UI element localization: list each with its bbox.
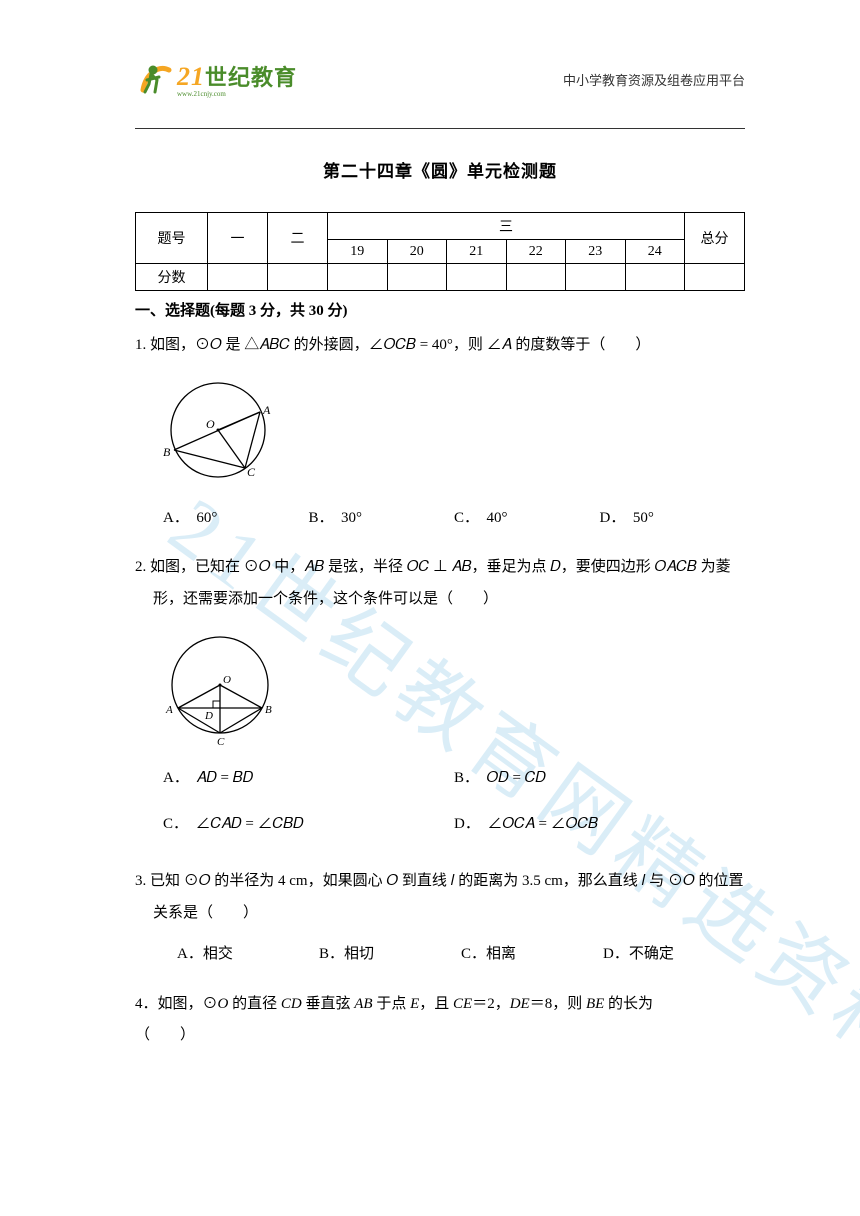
q1-option-d: D． 50° (600, 503, 746, 535)
table-cell (268, 264, 328, 291)
table-cell (208, 264, 268, 291)
logo-icon (135, 60, 173, 98)
q3-option-c: C．相离 (461, 939, 603, 971)
q2-option-b: B． 𝑂𝐷 = 𝐶𝐷 (454, 763, 745, 795)
q3-option-b: B．相切 (319, 939, 461, 971)
q3-text: 3. 已知 ⊙𝑂 的半径为 4 cm，如果圆心 𝑂 到直线 𝑙 的距离为 3.5… (135, 866, 745, 929)
table-cell (625, 264, 685, 291)
q2-option-c: C． ∠𝐶𝐴𝐷 = ∠𝐶𝐵𝐷 (163, 809, 454, 841)
table-col-2: 二 (268, 213, 328, 264)
q1-option-a: A． 60° (163, 503, 309, 535)
q3-option-a: A．相交 (177, 939, 319, 971)
q1-text: 1. 如图，⊙𝑂 是 △𝐴𝐵𝐶 的外接圆，∠𝑂𝐶𝐵 = 40°，则 ∠𝐴 的度数… (135, 330, 745, 362)
svg-text:A: A (165, 704, 173, 716)
table-sub-23: 23 (566, 240, 626, 264)
table-cell (328, 264, 388, 291)
table-col-3: 三 (328, 213, 685, 240)
question-1: 1. 如图，⊙𝑂 是 △𝐴𝐵𝐶 的外接圆，∠𝑂𝐶𝐵 = 40°，则 ∠𝐴 的度数… (135, 330, 745, 534)
q1-option-b: B． 30° (309, 503, 455, 535)
page-title: 第二十四章《圆》单元检测题 (135, 157, 745, 182)
table-sub-20: 20 (387, 240, 447, 264)
q2-option-a: A． 𝐴𝐷 = 𝐵𝐷 (163, 763, 454, 795)
score-table: 题号 一 二 三 总分 19 20 21 22 23 24 分数 (135, 212, 745, 291)
table-col-total: 总分 (685, 213, 745, 264)
logo-text: 21世纪教育 (177, 65, 297, 90)
svg-text:O: O (206, 417, 215, 431)
table-sub-19: 19 (328, 240, 388, 264)
svg-text:B: B (265, 704, 272, 716)
table-sub-22: 22 (506, 240, 566, 264)
q2-text: 2. 如图，已知在 ⊙𝑂 中，𝐴𝐵 是弦，半径 𝑂𝐶 ⊥ 𝐴𝐵，垂足为点 𝐷，要… (135, 552, 745, 615)
q4-text: 4．如图，⊙O 的直径 CD 垂直弦 AB 于点 E，且 CE＝2，DE＝8，则… (135, 989, 745, 1021)
question-3: 3. 已知 ⊙𝑂 的半径为 4 cm，如果圆心 𝑂 到直线 𝑙 的距离为 3.5… (135, 866, 745, 971)
q1-figure: O A B C (163, 380, 745, 485)
header-right-text: 中小学教育资源及组卷应用平台 (563, 70, 745, 89)
table-header-label: 题号 (136, 213, 208, 264)
table-col-1: 一 (208, 213, 268, 264)
q2-options: A． 𝐴𝐷 = 𝐵𝐷 B． 𝑂𝐷 = 𝐶𝐷 C． ∠𝐶𝐴𝐷 = ∠𝐶𝐵𝐷 D． … (163, 763, 745, 840)
q1-option-c: C． 40° (454, 503, 600, 535)
table-cell (506, 264, 566, 291)
question-2: 2. 如图，已知在 ⊙𝑂 中，𝐴𝐵 是弦，半径 𝑂𝐶 ⊥ 𝐴𝐵，垂足为点 𝐷，要… (135, 552, 745, 840)
table-cell (566, 264, 626, 291)
q2-figure: O A B C D (163, 633, 745, 745)
q2-option-d: D． ∠𝑂𝐶𝐴 = ∠𝑂𝐶𝐵 (454, 809, 745, 841)
table-cell (447, 264, 507, 291)
table-cell (685, 264, 745, 291)
section-1-header: 一、选择题(每题 3 分，共 30 分) (135, 299, 745, 320)
q1-options: A． 60° B． 30° C． 40° D． 50° (163, 503, 745, 535)
q3-option-d: D．不确定 (603, 939, 745, 971)
logo: 21世纪教育 www.21cnjy.com (135, 60, 297, 98)
question-4: 4．如图，⊙O 的直径 CD 垂直弦 AB 于点 E，且 CE＝2，DE＝8，则… (135, 989, 745, 1052)
logo-url: www.21cnjy.com (177, 90, 297, 98)
table-row-score-label: 分数 (136, 264, 208, 291)
header-divider (135, 128, 745, 129)
table-sub-21: 21 (447, 240, 507, 264)
svg-text:C: C (247, 465, 256, 479)
page-header: 21世纪教育 www.21cnjy.com 中小学教育资源及组卷应用平台 (135, 60, 745, 98)
svg-text:D: D (204, 710, 213, 722)
svg-text:C: C (217, 736, 225, 745)
svg-text:O: O (223, 674, 231, 686)
q4-paren: （ ） (135, 1020, 745, 1052)
table-sub-24: 24 (625, 240, 685, 264)
q3-options: A．相交 B．相切 C．相离 D．不确定 (177, 939, 745, 971)
svg-text:A: A (262, 403, 271, 417)
table-cell (387, 264, 447, 291)
svg-text:B: B (163, 445, 171, 459)
